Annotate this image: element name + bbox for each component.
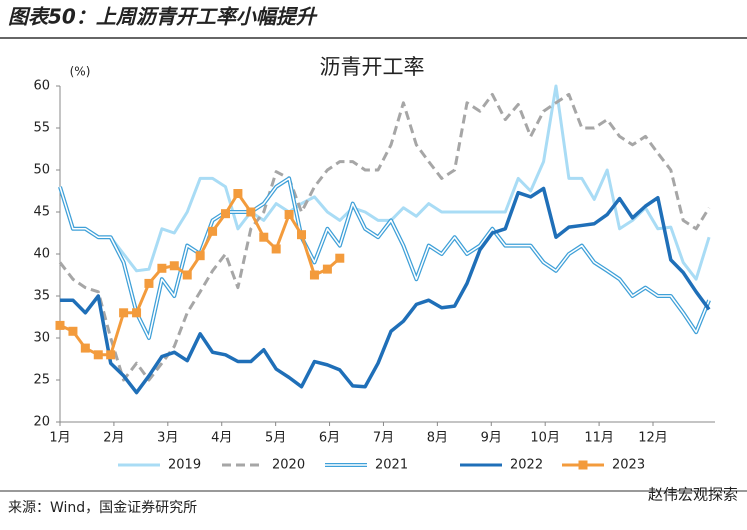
x-tick-label: 10月 xyxy=(530,431,560,446)
point xyxy=(221,209,231,219)
point xyxy=(157,263,167,273)
y-tick-label: 45 xyxy=(33,205,50,220)
y-tick-label: 55 xyxy=(33,121,50,136)
point xyxy=(208,226,218,236)
y-tick-label: 35 xyxy=(33,289,50,304)
x-tick-label: 8月 xyxy=(427,431,448,446)
x-tick-label: 9月 xyxy=(481,431,502,446)
x-tick-label: 11月 xyxy=(584,431,614,446)
series-line xyxy=(60,186,711,395)
legend-label: 2022 xyxy=(510,458,543,473)
source: 来源：Wind，国金证券研究所 xyxy=(8,500,197,516)
series-line-inner xyxy=(59,177,710,339)
point xyxy=(119,308,129,318)
series-line xyxy=(58,84,711,281)
x-tick-label: 2月 xyxy=(103,431,124,446)
watermark: 赵伟宏观探索 xyxy=(648,486,738,504)
point xyxy=(271,244,281,254)
y-tick-label: 40 xyxy=(33,247,50,262)
y-tick-label: 25 xyxy=(33,373,50,388)
point xyxy=(195,251,205,261)
y-tick-label: 30 xyxy=(33,331,50,346)
series-line xyxy=(58,176,711,340)
point xyxy=(55,320,65,330)
point xyxy=(246,207,256,217)
x-tick-label: 4月 xyxy=(211,431,232,446)
x-tick-label: 12月 xyxy=(638,431,668,446)
point xyxy=(106,350,116,360)
point xyxy=(233,189,243,199)
legend-label: 2021 xyxy=(375,458,408,473)
point xyxy=(144,278,154,288)
point xyxy=(335,253,345,263)
x-tick-label: 6月 xyxy=(319,431,340,446)
legend-marker xyxy=(578,460,588,470)
point xyxy=(80,343,90,353)
x-tick-label: 3月 xyxy=(157,431,178,446)
y-tick-label: 50 xyxy=(33,163,50,178)
point xyxy=(284,210,294,220)
y-unit: (%) xyxy=(70,65,91,79)
legend-label: 2019 xyxy=(168,458,201,473)
point xyxy=(259,232,269,242)
x-tick-label: 5月 xyxy=(265,431,286,446)
header-title: 图表50：上周沥青开工率小幅提升 xyxy=(8,5,318,29)
point xyxy=(322,264,332,274)
y-tick-label: 20 xyxy=(33,415,50,430)
point xyxy=(297,230,307,240)
point xyxy=(68,326,78,336)
x-tick-label: 7月 xyxy=(373,431,394,446)
x-tick-label: 1月 xyxy=(49,431,70,446)
point xyxy=(93,350,103,360)
y-tick-label: 60 xyxy=(33,79,50,94)
legend-label: 2020 xyxy=(272,458,305,473)
chart-title: 沥青开工率 xyxy=(320,55,425,79)
legend-label: 2023 xyxy=(612,458,645,473)
series-line xyxy=(58,92,711,382)
point xyxy=(182,270,192,280)
point xyxy=(132,308,142,318)
point xyxy=(309,270,319,280)
point xyxy=(169,261,179,271)
